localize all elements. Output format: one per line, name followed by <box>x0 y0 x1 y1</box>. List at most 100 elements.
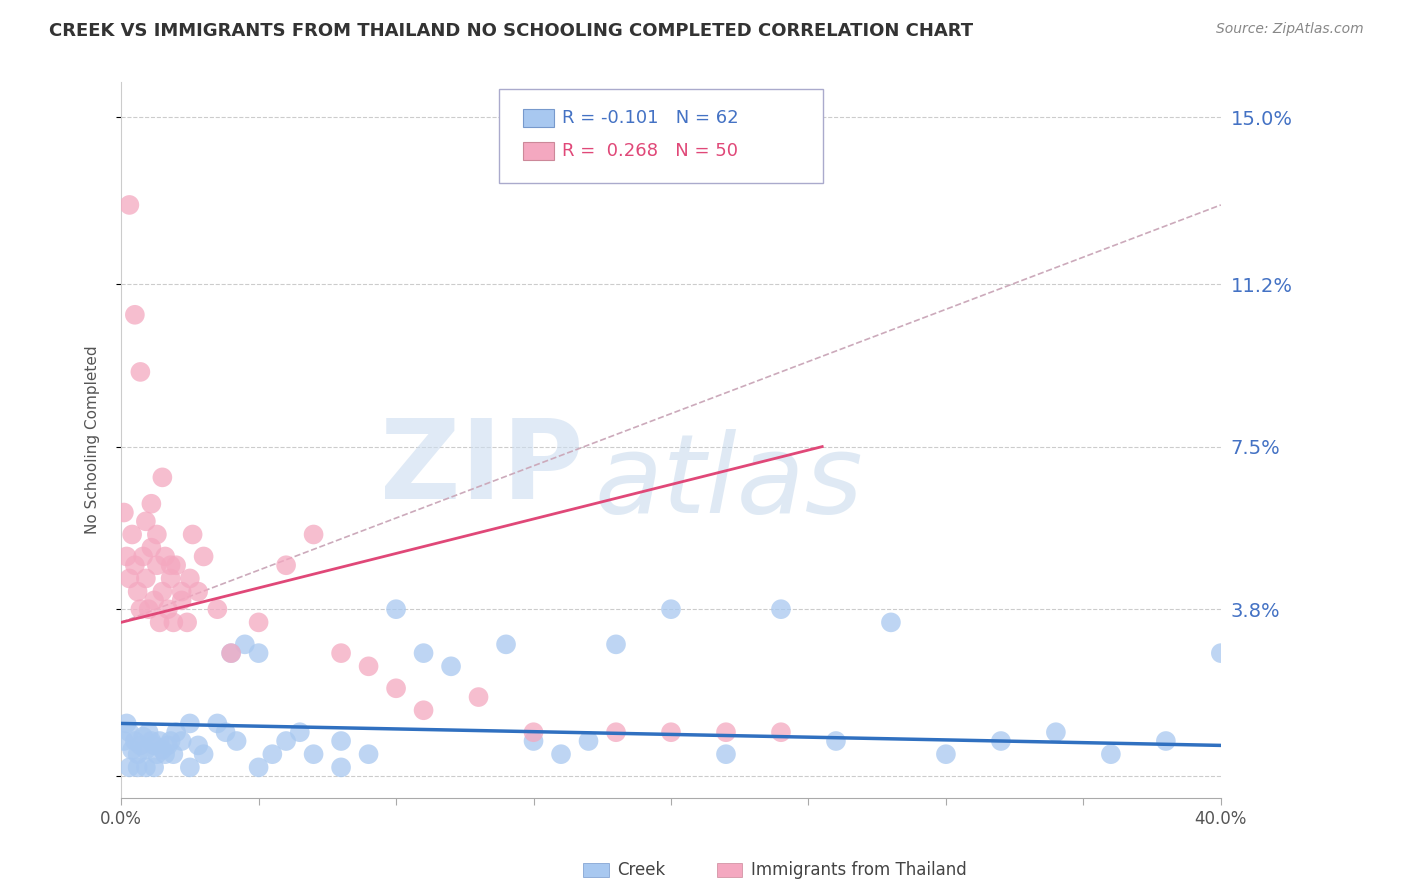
Point <box>146 558 169 573</box>
Point <box>440 659 463 673</box>
Point <box>181 527 204 541</box>
Text: CREEK VS IMMIGRANTS FROM THAILAND NO SCHOOLING COMPLETED CORRELATION CHART: CREEK VS IMMIGRANTS FROM THAILAND NO SCH… <box>49 22 973 40</box>
Point <box>302 527 325 541</box>
Point <box>385 681 408 696</box>
Point <box>127 760 149 774</box>
Point <box>495 637 517 651</box>
Point <box>135 514 157 528</box>
Point <box>129 365 152 379</box>
Point <box>193 549 215 564</box>
Text: Immigrants from Thailand: Immigrants from Thailand <box>751 861 966 879</box>
Y-axis label: No Schooling Completed: No Schooling Completed <box>86 346 100 534</box>
Point <box>162 747 184 762</box>
Point <box>124 558 146 573</box>
Point <box>118 760 141 774</box>
Point <box>274 558 297 573</box>
Point <box>118 725 141 739</box>
Point <box>118 198 141 212</box>
Point <box>115 549 138 564</box>
Point <box>127 747 149 762</box>
Point <box>247 615 270 630</box>
Point <box>1154 734 1177 748</box>
Point <box>385 602 408 616</box>
Point <box>262 747 284 762</box>
Point <box>156 739 179 753</box>
Point <box>578 734 600 748</box>
Point <box>769 725 792 739</box>
Point <box>467 690 489 704</box>
Point <box>170 593 193 607</box>
Point <box>288 725 311 739</box>
Point <box>176 615 198 630</box>
Point <box>233 637 256 651</box>
Point <box>118 571 141 585</box>
Point <box>880 615 903 630</box>
Point <box>179 760 201 774</box>
Point <box>115 716 138 731</box>
Point <box>121 743 143 757</box>
Point <box>135 571 157 585</box>
Point <box>124 734 146 748</box>
Point <box>153 747 176 762</box>
Point <box>121 527 143 541</box>
Point <box>1209 646 1232 660</box>
Point <box>187 739 209 753</box>
Point <box>193 747 215 762</box>
Text: R = -0.101   N = 62: R = -0.101 N = 62 <box>562 109 740 127</box>
Point <box>357 659 380 673</box>
Point <box>129 602 152 616</box>
Point <box>143 739 166 753</box>
Point <box>522 734 544 748</box>
Point <box>159 734 181 748</box>
Text: R =  0.268   N = 50: R = 0.268 N = 50 <box>562 142 738 160</box>
Point <box>412 703 434 717</box>
Point <box>112 734 135 748</box>
Point <box>247 760 270 774</box>
Point <box>179 716 201 731</box>
Point <box>159 558 181 573</box>
Point <box>1099 747 1122 762</box>
Point <box>219 646 242 660</box>
Point <box>165 725 187 739</box>
Point <box>132 730 155 744</box>
Point <box>330 646 353 660</box>
Text: atlas: atlas <box>593 429 863 536</box>
Point <box>769 602 792 616</box>
Point <box>138 602 160 616</box>
Point <box>825 734 848 748</box>
Point <box>225 734 247 748</box>
Point <box>207 716 229 731</box>
Point <box>162 615 184 630</box>
Point <box>274 734 297 748</box>
Point <box>141 734 163 748</box>
Text: ZIP: ZIP <box>380 415 583 522</box>
Point <box>170 584 193 599</box>
Point <box>141 541 163 555</box>
Point <box>170 734 193 748</box>
Point <box>330 760 353 774</box>
Point <box>302 747 325 762</box>
Point <box>132 549 155 564</box>
Text: Creek: Creek <box>617 861 665 879</box>
Point <box>150 584 173 599</box>
Point <box>127 584 149 599</box>
Point <box>146 747 169 762</box>
Point <box>214 725 236 739</box>
Point <box>714 725 737 739</box>
Point <box>153 549 176 564</box>
Point <box>146 527 169 541</box>
Point <box>714 747 737 762</box>
Point <box>156 602 179 616</box>
Point <box>135 760 157 774</box>
Point <box>150 470 173 484</box>
Point <box>219 646 242 660</box>
Point <box>150 743 173 757</box>
Point <box>112 506 135 520</box>
Point <box>935 747 957 762</box>
Point <box>605 637 627 651</box>
Point <box>138 725 160 739</box>
Point <box>187 584 209 599</box>
Point <box>990 734 1012 748</box>
Point <box>207 602 229 616</box>
Point <box>412 646 434 660</box>
